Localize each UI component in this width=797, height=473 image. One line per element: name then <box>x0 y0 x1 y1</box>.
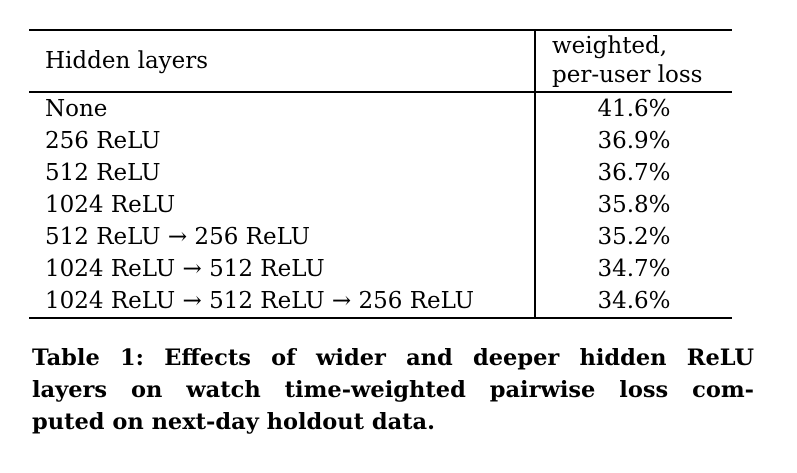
caption-line: puted on next-day holdout data. <box>32 409 435 435</box>
header-loss: weighted, per-user loss <box>535 30 732 92</box>
table-row: None 41.6% <box>29 92 732 125</box>
table-row: 256 ReLU 36.9% <box>29 125 732 157</box>
table-row: 1024 ReLU → 512 ReLU → 256 ReLU 34.6% <box>29 285 732 318</box>
cell-loss: 36.7% <box>597 160 671 186</box>
cell-loss: 35.2% <box>597 224 671 250</box>
cell-loss: 35.8% <box>597 192 671 218</box>
cell-loss: 34.7% <box>597 256 671 282</box>
table-row: 512 ReLU → 256 ReLU 35.2% <box>29 221 732 253</box>
cell-layers: 256 ReLU <box>29 125 536 157</box>
table-row: 512 ReLU 36.7% <box>29 157 732 189</box>
table-row: 1024 ReLU 35.8% <box>29 189 732 221</box>
cell-loss: 34.6% <box>597 288 671 314</box>
results-table-container: Hidden layers weighted, per-user loss No… <box>29 29 732 319</box>
cell-layers: 1024 ReLU → 512 ReLU <box>29 253 536 285</box>
cell-layers: 512 ReLU → 256 ReLU <box>29 221 536 253</box>
caption-line: layers on watch time-weighted pairwise l… <box>32 377 754 403</box>
header-loss-line1: weighted, <box>552 33 668 59</box>
cell-loss: 41.6% <box>597 96 671 122</box>
header-row: Hidden layers weighted, per-user loss <box>29 30 732 92</box>
cell-layers: None <box>29 92 536 125</box>
table-caption: Table 1: Effects of wider and deeper hid… <box>32 342 754 438</box>
table-row: 1024 ReLU → 512 ReLU 34.7% <box>29 253 732 285</box>
table-header: Hidden layers weighted, per-user loss <box>29 30 732 92</box>
cell-loss: 36.9% <box>597 128 671 154</box>
results-table: Hidden layers weighted, per-user loss No… <box>29 29 732 319</box>
cell-layers: 512 ReLU <box>29 157 536 189</box>
cell-layers: 1024 ReLU <box>29 189 536 221</box>
header-loss-line2: per-user loss <box>552 62 703 88</box>
table-body: None 41.6% 256 ReLU 36.9% 512 ReLU 36.7%… <box>29 92 732 318</box>
caption-line: Table 1: Effects of wider and deeper hid… <box>32 345 754 371</box>
header-hidden-layers: Hidden layers <box>29 30 536 92</box>
cell-layers: 1024 ReLU → 512 ReLU → 256 ReLU <box>29 285 536 318</box>
